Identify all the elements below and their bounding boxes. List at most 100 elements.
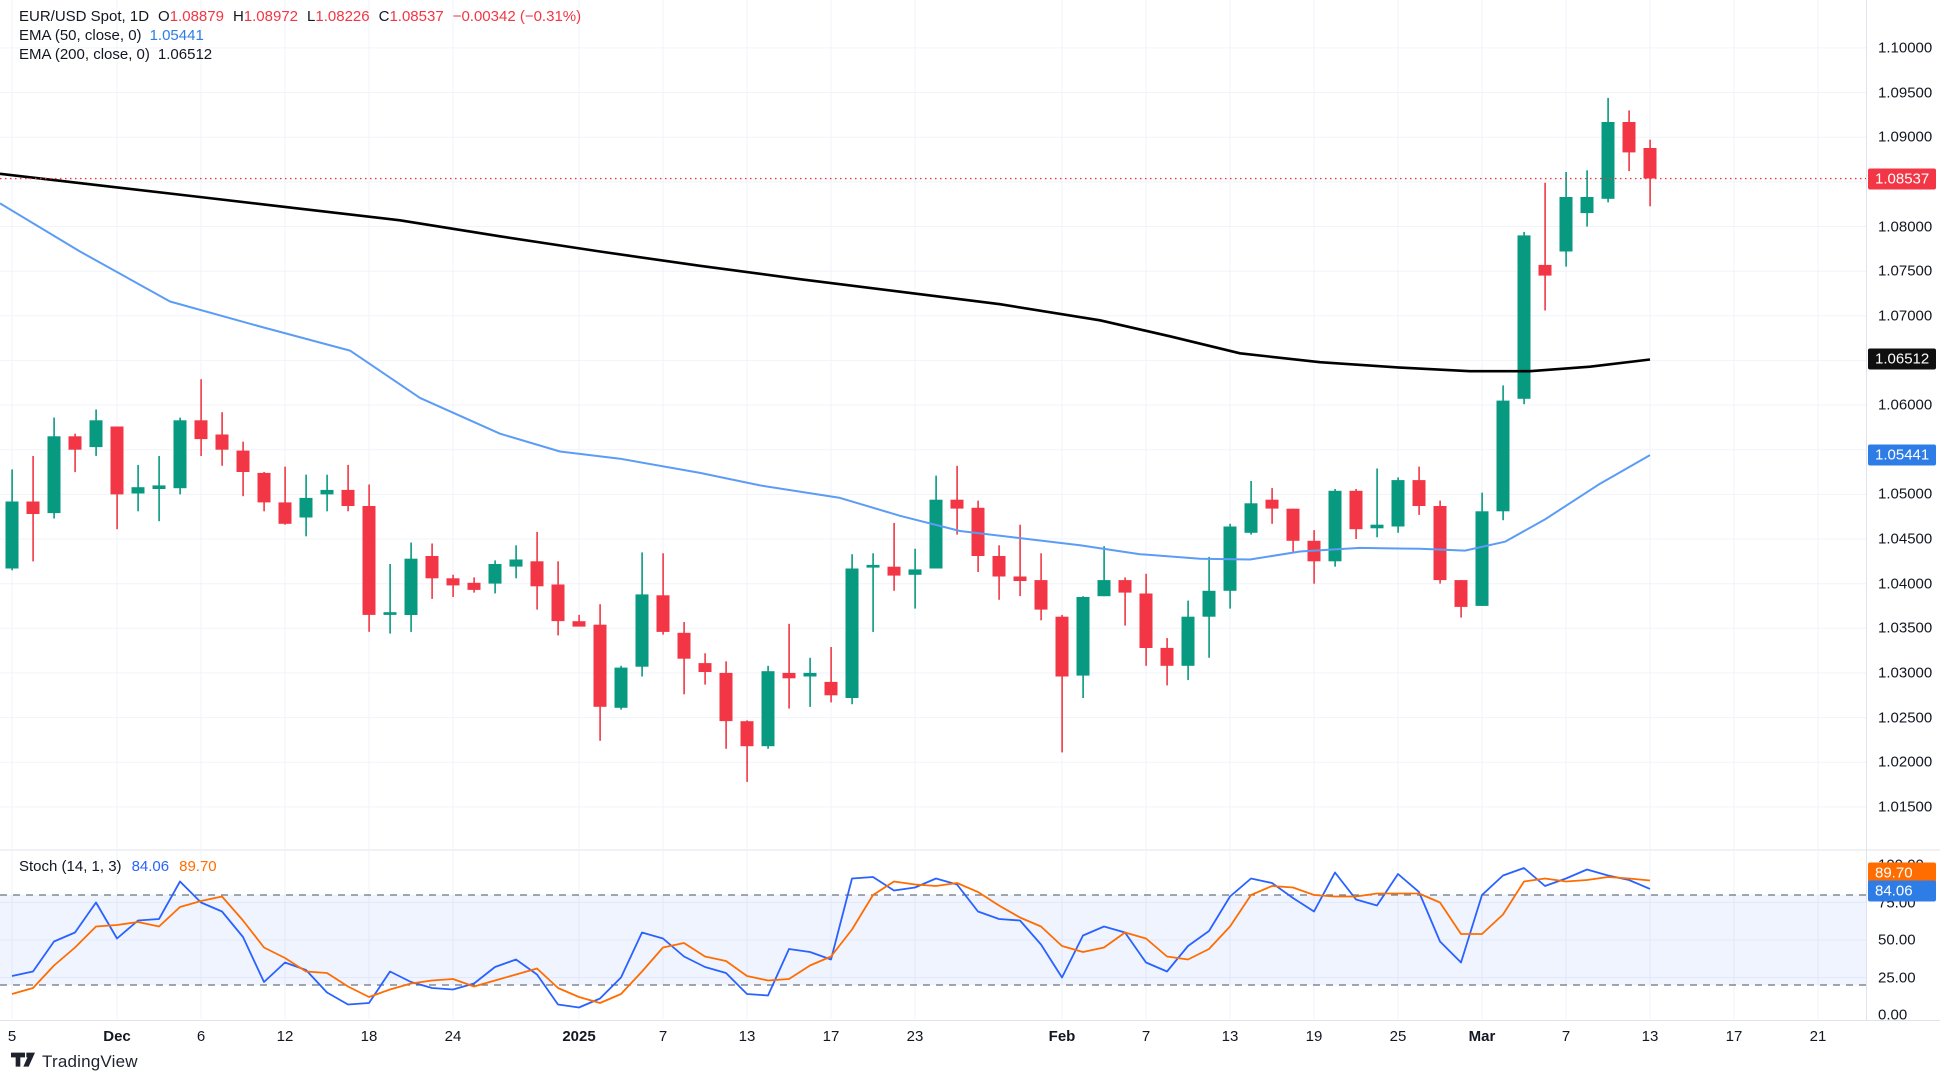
candle-up[interactable] (1517, 235, 1531, 399)
stoch-legend-row[interactable]: Stoch (14, 1, 3) 84.06 89.70 (19, 858, 217, 875)
candle-down[interactable] (1412, 480, 1426, 506)
candle-down[interactable] (26, 501, 40, 515)
candle-down[interactable] (1118, 580, 1132, 593)
candle-up[interactable] (5, 501, 19, 569)
candle-down[interactable] (656, 595, 670, 632)
candle-down[interactable] (362, 506, 376, 615)
candle-down[interactable] (425, 556, 439, 579)
candle-down[interactable] (278, 502, 292, 524)
main-series-legend[interactable]: EUR/USD Spot, 1D O1.08879 H1.08972 L1.08226… (19, 7, 581, 64)
symbol-title[interactable]: EUR/USD Spot, 1D (19, 8, 150, 25)
candle-up[interactable] (1202, 590, 1216, 617)
candle-down[interactable] (824, 681, 838, 696)
candle-down[interactable] (971, 507, 985, 556)
ema50-legend-row[interactable]: EMA (50, close, 0) 1.05441 (19, 26, 581, 45)
candle-down[interactable] (698, 663, 712, 672)
candle-wick-down[interactable] (830, 647, 832, 703)
candle-down[interactable] (1433, 506, 1447, 581)
candle-up[interactable] (131, 487, 145, 494)
candle-down[interactable] (1538, 264, 1552, 276)
candle-down[interactable] (1160, 647, 1174, 666)
candle-up[interactable] (1076, 597, 1090, 676)
candle-wick-up[interactable] (872, 553, 874, 632)
candle-up[interactable] (803, 672, 817, 677)
candle-wick-down[interactable] (788, 623, 790, 709)
candle-down[interactable] (1643, 148, 1657, 179)
candle-wick-down[interactable] (1061, 614, 1063, 753)
candle-down[interactable] (887, 566, 901, 576)
candle-up[interactable] (1580, 197, 1594, 214)
candle-up[interactable] (47, 436, 61, 514)
ema200-legend-row[interactable]: EMA (200, close, 0) 1.06512 (19, 45, 581, 64)
candle-down[interactable] (1286, 508, 1300, 541)
ema50-line[interactable] (0, 202, 1651, 561)
candle-down[interactable] (1265, 499, 1279, 509)
candle-wick-down[interactable] (662, 553, 664, 635)
symbol-legend-row[interactable]: EUR/USD Spot, 1D O1.08879 H1.08972 L1.08226… (19, 7, 581, 26)
candle-down[interactable] (530, 561, 544, 587)
candle-up[interactable] (152, 485, 166, 489)
candle-wick-down[interactable] (284, 466, 286, 525)
ema200-line[interactable] (0, 172, 1651, 373)
candle-up[interactable] (866, 564, 880, 568)
candle-up[interactable] (908, 569, 922, 575)
candle-wick-down[interactable] (74, 433, 76, 473)
candle-up[interactable] (614, 667, 628, 708)
candle-down[interactable] (257, 472, 271, 503)
candle-up[interactable] (1181, 616, 1195, 666)
candle-down[interactable] (215, 434, 229, 450)
candle-wick-up[interactable] (914, 548, 916, 609)
candle-down[interactable] (1055, 616, 1069, 677)
candle-down[interactable] (1139, 593, 1153, 649)
candle-wick-down[interactable] (893, 522, 895, 591)
candle-down[interactable] (446, 578, 460, 586)
candle-wick-down[interactable] (347, 464, 349, 512)
candle-up[interactable] (1370, 524, 1384, 529)
candle-wick-down[interactable] (746, 720, 748, 782)
candle-down[interactable] (110, 426, 124, 495)
candle-up[interactable] (1475, 511, 1489, 606)
candle-wick-up[interactable] (1103, 546, 1105, 597)
candle-down[interactable] (740, 721, 754, 747)
candle-up[interactable] (488, 564, 502, 584)
candle-down[interactable] (236, 450, 250, 472)
candle-down[interactable] (782, 672, 796, 679)
candles-layer[interactable] (5, 97, 1657, 782)
candle-wick-down[interactable] (1124, 577, 1126, 626)
candle-down[interactable] (719, 672, 733, 722)
candle-down[interactable] (1349, 490, 1363, 530)
stoch-k-line[interactable] (11, 867, 1651, 1009)
candle-wick-down[interactable] (200, 379, 202, 456)
candle-up[interactable] (404, 558, 418, 615)
candle-up[interactable] (1244, 503, 1258, 533)
candle-wick-up[interactable] (809, 657, 811, 707)
candle-down[interactable] (551, 584, 565, 622)
candle-down[interactable] (1013, 576, 1027, 582)
candle-down[interactable] (341, 489, 355, 506)
candle-up[interactable] (845, 568, 859, 699)
candle-up[interactable] (1328, 490, 1342, 562)
candle-down[interactable] (1034, 580, 1048, 610)
candle-up[interactable] (1391, 480, 1405, 527)
candle-down[interactable] (467, 582, 481, 590)
candle-up[interactable] (929, 499, 943, 569)
tradingview-attribution[interactable]: TradingView (11, 1052, 138, 1072)
candle-wick-down[interactable] (1019, 524, 1021, 597)
candle-up[interactable] (299, 497, 313, 518)
candle-wick-down[interactable] (1544, 182, 1546, 311)
candle-wick-down[interactable] (452, 574, 454, 597)
candle-down[interactable] (992, 556, 1006, 577)
candle-wick-down[interactable] (578, 614, 580, 627)
candle-up[interactable] (1601, 122, 1615, 199)
candle-down[interactable] (593, 624, 607, 707)
candle-wick-up[interactable] (1376, 468, 1378, 538)
candle-up[interactable] (1097, 580, 1111, 597)
candle-up[interactable] (761, 671, 775, 747)
candle-down[interactable] (1454, 580, 1468, 607)
candle-up[interactable] (89, 420, 103, 448)
candle-up[interactable] (1496, 400, 1510, 512)
candle-up[interactable] (320, 489, 334, 495)
candle-up[interactable] (635, 594, 649, 667)
candle-down[interactable] (677, 632, 691, 659)
